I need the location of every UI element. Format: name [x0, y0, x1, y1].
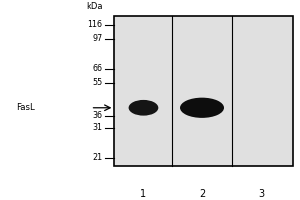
Ellipse shape	[180, 98, 224, 118]
Text: 36: 36	[92, 111, 102, 120]
Text: 1: 1	[140, 189, 146, 199]
Text: 97: 97	[92, 34, 102, 43]
Text: 2: 2	[199, 189, 205, 199]
Text: 31: 31	[92, 123, 102, 132]
Text: kDa: kDa	[86, 2, 102, 11]
Text: FasL: FasL	[16, 103, 35, 112]
Ellipse shape	[129, 100, 158, 116]
Text: 3: 3	[258, 189, 265, 199]
Bar	[114, 16, 293, 166]
Text: 55: 55	[92, 78, 102, 87]
Text: 21: 21	[92, 153, 102, 162]
Text: 116: 116	[87, 20, 102, 29]
Text: 66: 66	[92, 64, 102, 73]
